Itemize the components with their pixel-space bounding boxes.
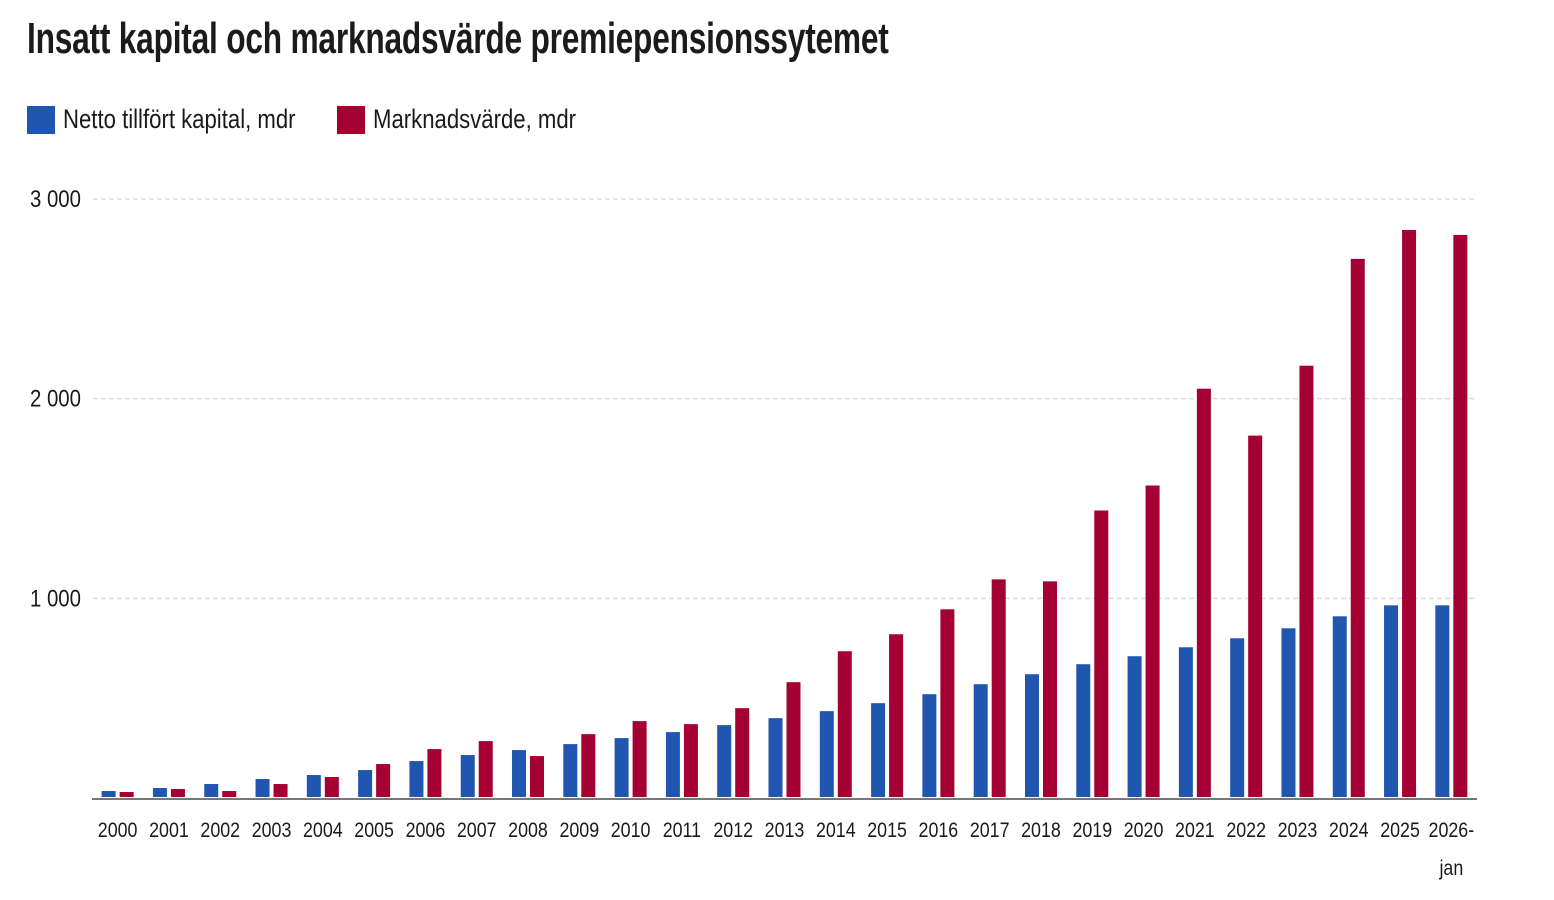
y-axis-ticks: 1 000 2 000 3 000 [30,185,81,611]
bar-netto-2005 [358,770,373,797]
bar-netto-2024 [1332,616,1347,797]
bar-netto-2013 [768,718,783,797]
bar-marknadsvarde-2010 [632,721,647,797]
chart-title: Insatt kapital och marknadsvärde premiep… [27,14,889,63]
bar-netto-2003 [255,779,270,797]
bar-marknadsvarde-2016 [940,609,955,797]
bar-netto-2004 [306,775,321,797]
x-tick-label: 2004 [303,819,343,843]
bar-netto-2023 [1281,628,1296,797]
bar-netto-2009 [563,744,578,797]
bar-netto-2011 [665,732,680,797]
bar-marknadsvarde-2023 [1299,365,1314,797]
legend: Netto tillfört kapital, mdr Marknadsvärd… [27,104,610,135]
x-tick-label: 2023 [1278,819,1318,843]
bar-netto-2016 [922,694,937,797]
x-tick-label: 2026- [1429,819,1475,843]
bar-netto-2010 [614,738,629,797]
bar-marknadsvarde-2018 [1042,581,1057,797]
x-tick-label: 2020 [1124,819,1164,843]
bar-netto-2008 [512,750,527,797]
x-tick-label: 2012 [713,819,753,843]
x-tick-label: 2015 [867,819,907,843]
bar-marknadsvarde-2015 [889,634,904,797]
bar-netto-2014 [819,711,834,797]
x-tick-label: 2006 [406,819,446,843]
x-tick-label: 2013 [765,819,805,843]
x-tick-label: 2025 [1380,819,1420,843]
x-tick-label: 2021 [1175,819,1215,843]
bar-marknadsvarde-2019 [1094,510,1109,797]
bar-netto-2017 [973,684,988,797]
legend-swatch-marknadsvarde [336,105,365,134]
x-tick-label: 2019 [1072,819,1112,843]
bar-marknadsvarde-2025 [1402,229,1417,797]
bar-marknadsvarde-2005 [376,764,391,797]
bar-marknadsvarde-2003 [273,784,288,797]
x-tick-label: jan [1439,857,1464,881]
x-tick-label: 2005 [354,819,394,843]
x-axis-ticks: 2000 2001 2002 2003 2004 2005 2006 2007 2008 2009… [98,819,1474,881]
bar-netto-2018 [1024,674,1039,797]
x-tick-label: 2018 [1021,819,1061,843]
bar-marknadsvarde-2013 [786,682,801,797]
bar-marknadsvarde-2004 [324,777,339,797]
bar-netto-2000 [101,791,116,797]
bar-marknadsvarde-2020 [1145,485,1160,797]
bar-netto-2026-jan [1435,605,1450,797]
y-tick-label: 1 000 [30,585,81,612]
bars [101,229,1468,797]
bar-marknadsvarde-2021 [1196,388,1211,797]
bar-netto-2022 [1230,638,1245,797]
x-tick-label: 2009 [559,819,599,843]
legend-label-netto: Netto tillfört kapital, mdr [63,104,296,134]
bar-marknadsvarde-2012 [735,708,750,797]
bar-marknadsvarde-2001 [170,789,185,797]
x-tick-label: 2022 [1226,819,1266,843]
x-tick-label: 2016 [919,819,959,843]
x-tick-label: 2008 [508,819,548,843]
bar-netto-2025 [1384,605,1399,797]
bar-marknadsvarde-2000 [119,792,134,797]
bar-marknadsvarde-2002 [222,791,237,797]
x-tick-label: 2024 [1329,819,1369,843]
x-tick-label: 2003 [252,819,292,843]
bar-netto-2020 [1127,656,1142,797]
bar-marknadsvarde-2017 [991,579,1006,797]
legend-item-marknadsvarde: Marknadsvärde, mdr [336,104,591,135]
bar-netto-2021 [1178,647,1193,797]
x-tick-label: 2007 [457,819,497,843]
gridlines [93,198,1474,600]
x-tick-label: 2002 [200,819,240,843]
bar-marknadsvarde-2007 [478,741,493,797]
bar-marknadsvarde-2014 [837,651,852,797]
bar-netto-2007 [460,755,475,797]
bar-marknadsvarde-2008 [530,756,545,797]
bar-netto-2002 [204,784,219,797]
bar-netto-2012 [717,725,732,797]
x-tick-label: 2000 [98,819,138,843]
x-tick-label: 2010 [611,819,651,843]
bar-marknadsvarde-2011 [683,724,698,797]
bar-netto-2006 [409,761,424,797]
x-tick-label: 2001 [149,819,189,843]
bar-netto-2015 [871,703,886,797]
bar-marknadsvarde-2022 [1248,435,1263,797]
legend-swatch-netto [27,105,55,134]
bar-netto-2001 [152,788,167,797]
x-tick-label: 2014 [816,819,856,843]
legend-item-netto: Netto tillfört kapital, mdr [27,104,317,135]
x-tick-label: 2017 [970,819,1010,843]
legend-label-marknadsvarde: Marknadsvärde, mdr [372,104,576,134]
y-tick-label: 2 000 [30,385,81,412]
x-tick-label: 2011 [663,819,701,843]
bar-marknadsvarde-2009 [581,734,596,797]
bar-marknadsvarde-2026-jan [1453,234,1468,797]
y-tick-label: 3 000 [30,185,81,212]
bar-netto-2019 [1076,664,1091,797]
bar-marknadsvarde-2024 [1350,258,1365,797]
bar-marknadsvarde-2006 [427,749,442,797]
